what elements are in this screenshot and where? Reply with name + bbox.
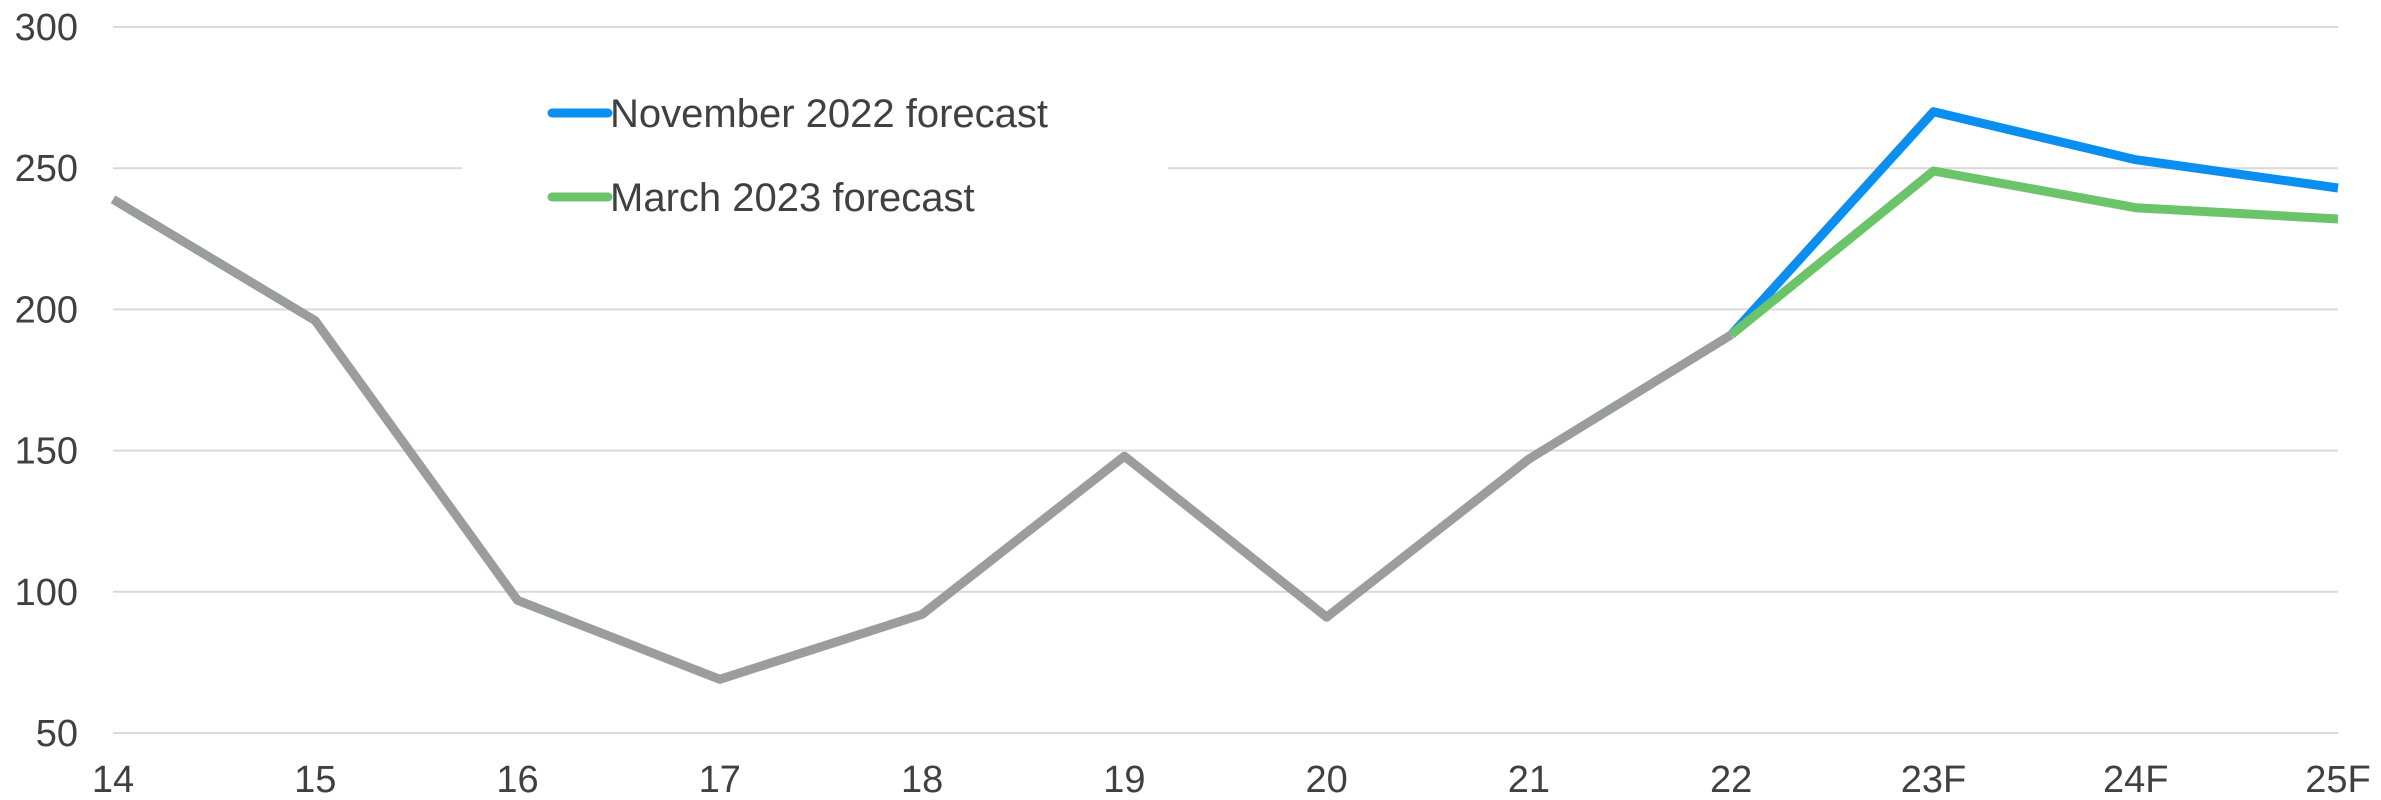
x-tick-label: 20 bbox=[1305, 759, 1347, 800]
y-tick-label: 250 bbox=[15, 148, 78, 190]
series-lines bbox=[110, 107, 2339, 684]
x-tick-label: 16 bbox=[496, 759, 538, 800]
y-tick-label: 200 bbox=[15, 289, 78, 331]
y-axis-tick-labels: 50 100 150 200 250 300 bbox=[15, 7, 78, 755]
x-tick-label: 19 bbox=[1103, 759, 1145, 800]
x-tick-label: 22 bbox=[1710, 759, 1752, 800]
y-tick-label: 150 bbox=[15, 431, 78, 473]
x-tick-label: 17 bbox=[699, 759, 741, 800]
x-tick-label: 14 bbox=[92, 759, 134, 800]
x-tick-label: 15 bbox=[294, 759, 336, 800]
x-tick-label: 24F bbox=[2103, 759, 2168, 800]
legend: November 2022 forecast March 2023 forecas… bbox=[547, 92, 1048, 220]
x-tick-label: 25F bbox=[2305, 759, 2370, 800]
series-line-november-2022-forecast bbox=[1727, 107, 2339, 338]
y-tick-label: 50 bbox=[36, 713, 78, 755]
x-tick-label: 21 bbox=[1508, 759, 1550, 800]
legend-label: March 2023 forecast bbox=[610, 176, 975, 220]
x-axis-tick-labels: 14 15 16 17 18 19 20 21 22 23F 24F 25F bbox=[92, 759, 2371, 800]
legend-label: November 2022 forecast bbox=[610, 92, 1048, 136]
x-tick-label: 23F bbox=[1901, 759, 1966, 800]
series-line-march-2023-forecast bbox=[1728, 166, 2339, 339]
x-tick-label: 18 bbox=[901, 759, 943, 800]
series-line-actual bbox=[110, 195, 1734, 684]
y-tick-label: 100 bbox=[15, 572, 78, 614]
y-tick-label: 300 bbox=[15, 7, 78, 49]
